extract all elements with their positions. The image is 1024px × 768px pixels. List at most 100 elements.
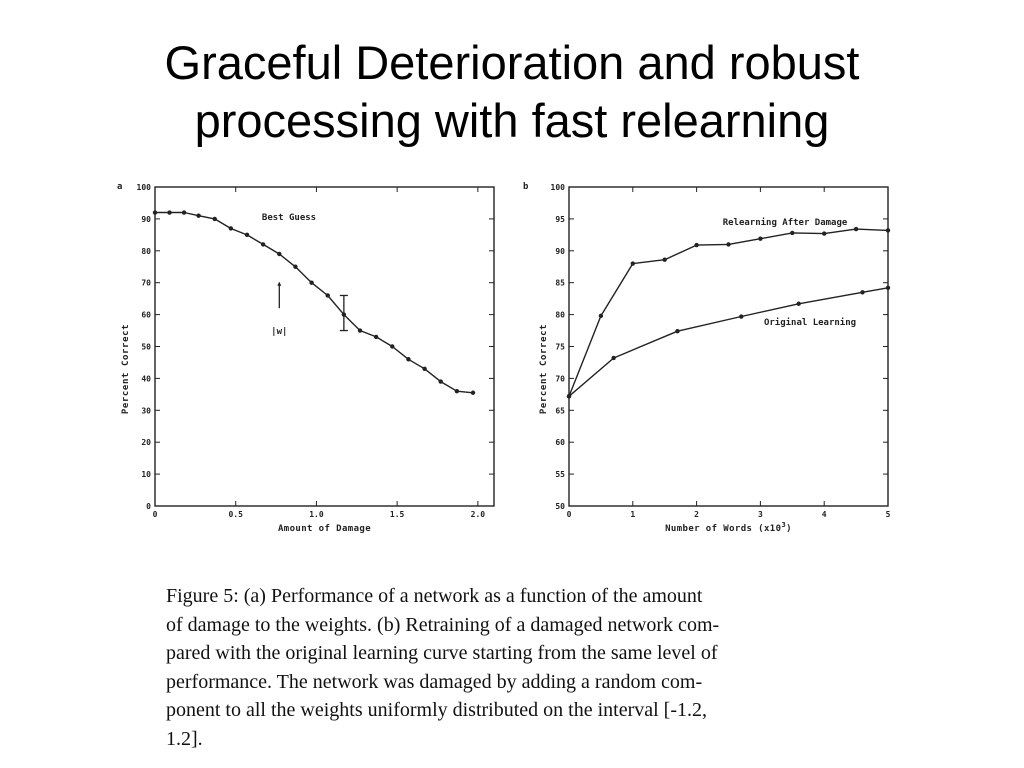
series-0: Best Guess (152, 210, 476, 395)
x-tick-label: 0 (153, 510, 158, 519)
y-tick-label: 80 (141, 247, 151, 256)
data-point (796, 301, 801, 306)
data-point (566, 394, 572, 399)
y-tick-label: 60 (555, 438, 565, 447)
data-point (662, 257, 667, 262)
data-point (325, 293, 330, 298)
slide-title: Graceful Deterioration and robust proces… (0, 34, 1024, 150)
slide-title-line-1: Graceful Deterioration and robust (164, 36, 860, 89)
data-point (212, 216, 217, 222)
y-tick-label: 100 (137, 183, 152, 192)
series-line (568, 228, 889, 397)
y-tick-label: 40 (141, 374, 151, 383)
series-label: Relearning After Damage (723, 217, 848, 228)
series-line (155, 211, 474, 394)
y-tick-label: 70 (555, 374, 565, 383)
y-tick-label: 95 (555, 215, 565, 224)
data-point (860, 290, 865, 295)
data-point (454, 388, 460, 394)
data-point (758, 236, 763, 241)
data-point (598, 313, 604, 319)
x-tick-label: 0.5 (228, 510, 243, 519)
y-tick-label: 50 (555, 502, 565, 511)
x-tick-label: 2.0 (471, 510, 486, 519)
x-tick-label: 1 (630, 510, 635, 519)
series-line (568, 287, 889, 397)
plot-frame (154, 186, 495, 507)
caption-line: 1.2]. (166, 727, 203, 750)
caption-line: of damage to the weights. (b) Retraining… (166, 613, 720, 636)
data-point (611, 355, 616, 361)
x-axis-label: Number of Words (x103) (665, 521, 792, 534)
x-axis-label-main: Amount of Damage (278, 524, 371, 534)
arrow-label: |w| (271, 327, 287, 337)
y-axis-label: Percent Correct (121, 324, 131, 414)
x-axis-label-suffix: ) (786, 524, 792, 534)
x-axis-label: Amount of Damage (278, 524, 371, 534)
panel-label: a (117, 182, 122, 192)
y-tick-label: 70 (141, 279, 151, 288)
y-tick-label: 55 (555, 470, 565, 479)
caption-line: Figure 5: (a) Performance of a network a… (166, 585, 703, 607)
data-point (675, 328, 680, 334)
series-label: Original Learning (764, 317, 856, 328)
x-tick-label: 1.0 (309, 510, 324, 519)
data-point (293, 264, 298, 269)
data-point (726, 242, 731, 247)
caption-line: pared with the original learning curve s… (166, 642, 718, 665)
y-tick-label: 30 (141, 406, 151, 415)
data-point (438, 379, 443, 384)
y-tick-label: 10 (141, 470, 151, 479)
figure-caption: Figure 5: (a) Performance of a network a… (166, 582, 862, 754)
data-point (885, 228, 891, 233)
data-point (181, 210, 187, 215)
data-point (853, 226, 859, 232)
x-tick-label: 3 (758, 510, 763, 519)
data-point (822, 231, 827, 236)
data-point (630, 261, 635, 266)
arrow-head (277, 281, 282, 286)
data-point (277, 251, 282, 257)
series-0: Relearning After Damage (566, 217, 891, 399)
y-axis-label: Percent Correct (539, 324, 549, 414)
data-point (885, 285, 891, 291)
data-point (152, 210, 158, 215)
x-tick-label: 1.5 (390, 510, 405, 519)
data-point (406, 357, 411, 362)
y-tick-label: 100 (551, 183, 566, 192)
y-tick-label: 20 (141, 438, 151, 447)
data-point (244, 232, 250, 238)
data-point (739, 314, 744, 319)
y-tick-label: 80 (555, 311, 565, 320)
plot-frame (568, 186, 889, 507)
data-point (196, 213, 201, 218)
x-tick-label: 2 (694, 510, 699, 519)
y-tick-label: 65 (555, 406, 565, 415)
x-tick-label: 5 (886, 510, 891, 519)
y-tick-label: 50 (141, 343, 151, 352)
data-point (390, 344, 395, 349)
y-tick-label: 90 (555, 247, 565, 256)
caption-line: performance. The network was damaged by … (166, 670, 703, 693)
series-1: Original Learning (566, 285, 891, 399)
data-point (228, 226, 234, 231)
data-point (790, 230, 795, 236)
panel-label: b (523, 182, 529, 192)
series-label: Best Guess (262, 213, 316, 223)
x-tick-label: 0 (567, 510, 572, 519)
chart-panel-a: a 0 10 20 30 40 50 60 70 80 90 100 0 0.5 1.0 1.5 2.0 Perc… (117, 182, 495, 534)
y-tick-label: 75 (555, 343, 565, 352)
caption-line: ponent to all the weights uniformly dist… (166, 699, 708, 722)
data-point (422, 366, 427, 372)
x-axis-label-superscript: 3 (781, 521, 786, 529)
data-point (167, 210, 172, 215)
x-axis-label-main: Number of Words (x10 (665, 524, 781, 534)
slide-title-line-2: processing with fast relearning (194, 94, 830, 147)
x-tick-label: 4 (822, 510, 827, 519)
y-tick-label: 85 (555, 279, 565, 288)
data-point (260, 242, 266, 247)
y-tick-label: 90 (141, 215, 151, 224)
y-tick-label: 0 (146, 502, 151, 511)
y-tick-label: 60 (141, 311, 151, 320)
